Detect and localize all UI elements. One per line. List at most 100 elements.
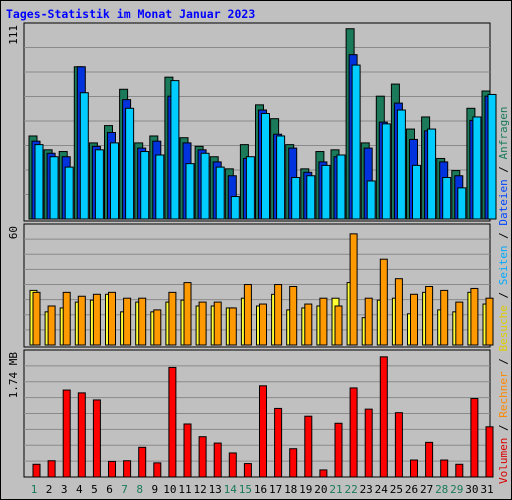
volume-bar-volumen-3 [62, 389, 71, 478]
x-tick-label-9: 9 [151, 483, 158, 496]
visits-bar-rechner-28 [440, 289, 449, 346]
volume-bar-volumen-9 [153, 462, 162, 478]
volume-bar-volumen-27 [425, 441, 434, 478]
requests-bar-seiten-29 [457, 187, 467, 220]
requests-bar-seiten-4 [79, 92, 89, 220]
volume-bar-volumen-6 [108, 460, 116, 478]
visits-bar-rechner-20 [319, 297, 328, 346]
legend-separator: / [497, 159, 510, 179]
visits-bar-rechner-22 [349, 233, 358, 346]
visits-bar-rechner-30 [470, 287, 479, 346]
volume-bar-volumen-8 [138, 446, 147, 478]
x-tick-label-28: 28 [435, 483, 448, 496]
visits-bar-rechner-25 [394, 278, 403, 346]
legend: Volumen / Rechner / Besuche / Seiten / D… [497, 106, 510, 484]
x-tick-label-29: 29 [450, 483, 463, 496]
bars-layer [28, 28, 497, 478]
requests-bar-seiten-27 [427, 128, 437, 220]
legend-entry-volumen: Volumen [497, 438, 510, 484]
visits-bar-rechner-17 [274, 284, 283, 346]
x-tick-label-13: 13 [209, 483, 222, 496]
visits-bar-rechner-31 [485, 297, 494, 346]
x-tick-label-31: 31 [480, 483, 493, 496]
visits-bar-rechner-29 [455, 301, 464, 346]
x-tick-label-6: 6 [106, 483, 113, 496]
legend-entry-anfragen: Anfragen [497, 106, 510, 159]
visits-bar-rechner-5 [92, 293, 101, 346]
legend-separator: / [497, 226, 510, 246]
volume-bar-volumen-14 [228, 452, 237, 478]
volume-bar-volumen-30 [470, 398, 479, 478]
x-tick-label-5: 5 [91, 483, 98, 496]
volume-bar-volumen-10 [168, 366, 177, 478]
visits-bar-rechner-8 [138, 297, 147, 346]
volume-bar-volumen-16 [259, 385, 267, 478]
x-tick-label-21: 21 [329, 483, 342, 496]
requests-bar-seiten-25 [396, 109, 406, 220]
x-tick-label-22: 22 [344, 483, 357, 496]
volume-max-label: 1.74 MB [7, 352, 20, 399]
visits-max-label: 60 [7, 226, 20, 239]
volume-bar-volumen-13 [213, 442, 222, 478]
requests-bar-seiten-9 [155, 154, 165, 220]
x-tick-label-14: 14 [224, 483, 238, 496]
chart-title: Tages-Statistik im Monat Januar 2023 [6, 7, 256, 21]
volume-bar-volumen-25 [394, 412, 403, 478]
legend-separator: / [497, 285, 510, 305]
visits-bar-rechner-21 [334, 305, 343, 346]
x-tick-label-26: 26 [405, 483, 418, 496]
legend-entry-seiten: Seiten [497, 246, 510, 286]
visits-bar-rechner-26 [410, 293, 418, 346]
requests-bar-seiten-24 [381, 123, 391, 220]
x-tick-label-11: 11 [178, 483, 191, 496]
volume-bar-volumen-28 [440, 459, 449, 478]
legend-separator: / [497, 352, 510, 372]
visits-bar-rechner-19 [304, 303, 313, 346]
x-tick-label-12: 12 [193, 483, 206, 496]
legend-layer: Volumen / Rechner / Besuche / Seiten / D… [497, 106, 510, 484]
x-tick-label-19: 19 [299, 483, 312, 496]
x-tick-label-25: 25 [390, 483, 403, 496]
requests-bar-seiten-10 [170, 80, 180, 220]
volume-bar-volumen-20 [319, 469, 328, 478]
requests-bar-seiten-14 [230, 196, 240, 220]
volume-bar-volumen-4 [77, 392, 86, 478]
requests-bar-seiten-11 [185, 163, 195, 220]
requests-bar-seiten-7 [125, 107, 135, 220]
requests-bar-seiten-19 [306, 175, 316, 220]
visits-bar-rechner-12 [198, 301, 207, 346]
x-tick-label-23: 23 [360, 483, 373, 496]
visits-bar-rechner-24 [379, 258, 388, 346]
x-tick-label-1: 1 [31, 483, 38, 496]
volume-bar-volumen-1 [32, 463, 41, 478]
visits-bar-rechner-9 [153, 309, 162, 346]
volume-bar-volumen-21 [334, 422, 343, 478]
visits-bar-rechner-7 [123, 297, 132, 346]
requests-bar-seiten-18 [291, 176, 301, 220]
volume-bar-volumen-2 [47, 460, 56, 478]
requests-bar-seiten-3 [64, 166, 74, 220]
visits-bar-rechner-23 [364, 297, 373, 346]
visits-bar-rechner-1 [32, 291, 41, 346]
volume-bar-volumen-11 [183, 423, 192, 478]
volume-bar-volumen-26 [410, 459, 418, 478]
visits-bar-rechner-15 [243, 284, 252, 346]
requests-bar-seiten-21 [336, 154, 346, 220]
requests-bar-seiten-8 [140, 151, 150, 220]
requests-bar-seiten-16 [261, 112, 270, 220]
volume-bar-volumen-22 [349, 387, 358, 478]
x-tick-label-18: 18 [284, 483, 297, 496]
requests-bar-seiten-5 [94, 149, 104, 220]
requests-bar-seiten-15 [245, 156, 255, 220]
x-tick-label-30: 30 [465, 483, 478, 496]
x-tick-label-17: 17 [269, 483, 282, 496]
requests-bar-seiten-20 [321, 164, 331, 220]
x-tick-label-3: 3 [61, 483, 68, 496]
visits-bar-rechner-2 [47, 305, 56, 346]
visits-bar-rechner-16 [259, 303, 267, 346]
visits-bar-rechner-13 [213, 301, 222, 346]
volume-bar-volumen-19 [304, 415, 313, 478]
legend-separator: / [497, 418, 510, 438]
